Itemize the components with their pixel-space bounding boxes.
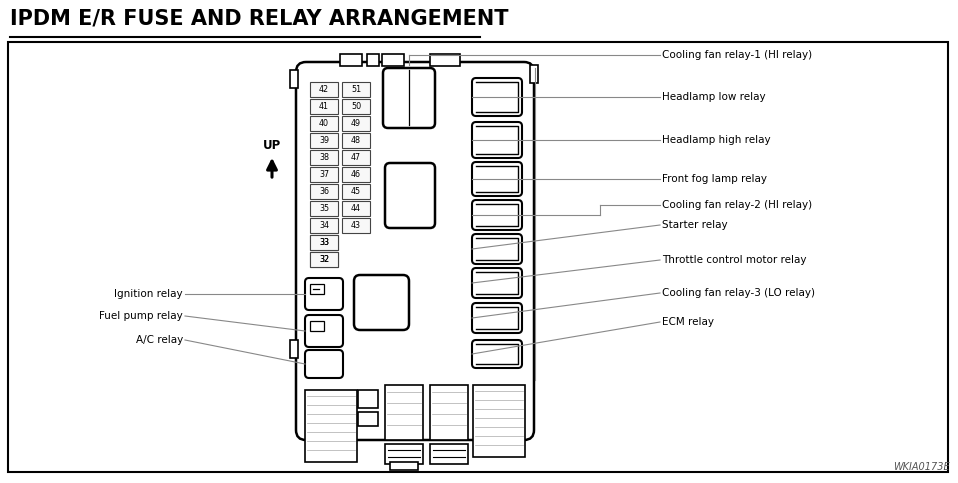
Text: Cooling fan relay-2 (HI relay): Cooling fan relay-2 (HI relay) [662,200,812,210]
Bar [290,340,298,358]
Bar [310,235,338,250]
Text: 33: 33 [319,238,329,247]
Text: 32: 32 [319,255,329,264]
FancyBboxPatch shape [296,62,534,440]
FancyBboxPatch shape [472,78,522,116]
Text: 37: 37 [319,170,329,179]
FancyBboxPatch shape [305,315,343,347]
Bar [342,201,370,216]
Text: IPDM E/R FUSE AND RELAY ARRANGEMENT: IPDM E/R FUSE AND RELAY ARRANGEMENT [10,8,509,28]
FancyBboxPatch shape [472,234,522,264]
Bar [342,82,370,97]
Bar [290,70,298,88]
Text: WKIA0173E: WKIA0173E [894,462,950,472]
Bar [385,385,423,440]
Bar [342,184,370,199]
Bar [358,412,378,426]
Text: Cooling fan relay-3 (LO relay): Cooling fan relay-3 (LO relay) [662,288,815,298]
Bar [310,99,338,114]
FancyBboxPatch shape [472,340,522,368]
Text: Front fog lamp relay: Front fog lamp relay [662,174,767,184]
Bar [310,133,338,148]
Bar [358,390,378,408]
Text: 38: 38 [319,153,329,162]
Bar [530,65,538,83]
Bar [310,252,338,267]
Text: 46: 46 [351,170,361,179]
Bar [310,321,324,331]
Text: ECM relay: ECM relay [662,317,714,327]
FancyBboxPatch shape [305,350,343,378]
Text: 39: 39 [319,136,329,145]
Bar [430,385,468,440]
Text: 42: 42 [319,85,329,94]
Text: 41: 41 [319,102,329,111]
FancyBboxPatch shape [472,122,522,158]
Bar [342,150,370,165]
Bar [342,99,370,114]
Text: 36: 36 [319,187,329,196]
Bar [382,54,404,66]
Text: 43: 43 [351,221,361,230]
Text: UP: UP [262,139,281,152]
Bar [310,167,338,182]
Text: 40: 40 [319,119,329,128]
Bar [342,218,370,233]
FancyBboxPatch shape [472,200,522,230]
Bar [342,167,370,182]
Bar [473,385,525,457]
Text: Headlamp high relay: Headlamp high relay [662,135,770,145]
Bar [310,116,338,131]
Text: Headlamp low relay: Headlamp low relay [662,92,765,102]
Text: Ignition relay: Ignition relay [114,289,183,299]
Bar [385,444,423,464]
Text: 51: 51 [351,85,361,94]
FancyBboxPatch shape [472,162,522,196]
Text: 34: 34 [319,221,329,230]
Text: Cooling fan relay-1 (HI relay): Cooling fan relay-1 (HI relay) [662,50,812,60]
Bar [367,54,379,66]
Bar [305,390,357,462]
Text: Starter relay: Starter relay [662,220,728,230]
Text: Fuel pump relay: Fuel pump relay [100,311,183,321]
Bar [310,252,338,267]
Bar [310,201,338,216]
Text: 50: 50 [351,102,361,111]
Bar [342,133,370,148]
Text: 45: 45 [351,187,361,196]
FancyBboxPatch shape [305,278,343,310]
Text: 35: 35 [319,204,329,213]
Text: 49: 49 [351,119,361,128]
Text: 33: 33 [319,238,329,247]
FancyBboxPatch shape [383,68,435,128]
Bar [430,54,460,66]
Bar [430,444,468,464]
Bar [310,235,338,250]
Text: 32: 32 [319,255,329,264]
FancyBboxPatch shape [354,275,409,330]
Bar [340,54,362,66]
FancyBboxPatch shape [472,303,522,333]
FancyBboxPatch shape [472,268,522,298]
Bar [310,150,338,165]
Bar [8,42,948,472]
Bar [310,184,338,199]
Bar [310,284,324,294]
Text: 48: 48 [351,136,361,145]
Text: Throttle control motor relay: Throttle control motor relay [662,255,807,265]
FancyBboxPatch shape [385,163,435,228]
Bar [310,82,338,97]
Text: 47: 47 [351,153,361,162]
Text: A/C relay: A/C relay [136,335,183,345]
Bar [310,218,338,233]
Bar [390,462,418,470]
Bar [342,116,370,131]
Text: 44: 44 [351,204,361,213]
